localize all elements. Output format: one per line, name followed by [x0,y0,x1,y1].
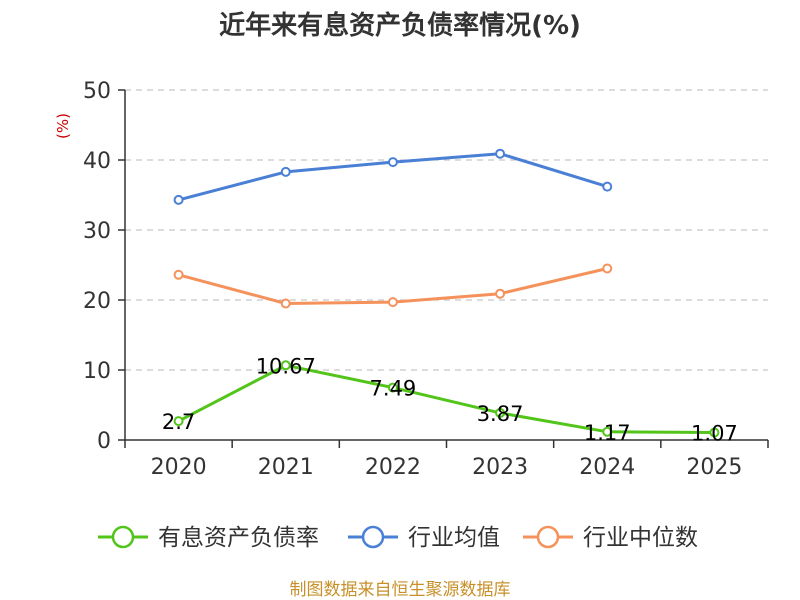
legend-marker-icon [536,525,560,549]
data-point[interactable] [495,148,506,159]
y-tick-label: 0 [97,429,111,454]
legend-item[interactable]: 有息资产负债率 [98,525,319,551]
data-label: 3.87 [477,402,524,426]
series-lines [173,148,720,438]
chart-title: 近年来有息资产负债率情况(%) [219,10,581,41]
data-point[interactable] [387,382,398,393]
x-tick-label: 2024 [579,455,635,480]
legend[interactable]: 有息资产负债率 行业均值 行业中位数 [98,525,698,551]
x-tick-label: 2021 [258,455,314,480]
data-point[interactable] [173,269,184,280]
data-labels: 2.7 10.67 7.49 3.87 1.17 1.07 [162,354,738,445]
x-tick-label: 2020 [151,455,207,480]
data-point[interactable] [602,181,613,192]
legend-item[interactable]: 行业中位数 [523,525,698,551]
y-tick-label: 30 [83,219,111,244]
legend-item[interactable]: 行业均值 [348,525,500,551]
legend-marker-icon [361,525,385,549]
data-point[interactable] [280,298,291,309]
data-point[interactable] [387,297,398,308]
gridlines [125,89,768,371]
data-label: 2.7 [162,410,195,434]
data-point[interactable] [602,426,613,437]
data-point[interactable] [387,157,398,168]
series-line [177,363,715,435]
y-axis-unit: (%) [54,113,72,139]
y-tick-label: 20 [83,289,111,314]
y-tick-label: 10 [83,359,111,384]
data-point[interactable] [173,416,184,427]
data-point[interactable] [173,194,184,205]
y-tick-label: 50 [83,79,111,104]
data-point[interactable] [495,288,506,299]
axes: 0 10 20 30 40 50 2020 2021 2022 2023 2024 2025 [83,79,769,480]
legend-label: 有息资产负债率 [158,525,319,551]
y-tick-label: 40 [83,149,111,174]
data-point[interactable] [280,360,291,371]
data-label: 1.17 [584,421,631,445]
x-tick-label: 2025 [686,455,742,480]
data-point[interactable] [495,407,506,418]
data-point[interactable] [280,166,291,177]
data-label: 1.07 [691,422,738,446]
legend-label: 行业均值 [408,525,500,551]
data-point[interactable] [709,427,720,438]
x-tick-label: 2023 [472,455,528,480]
x-tick-label: 2022 [365,455,421,480]
data-point[interactable] [602,263,613,274]
legend-label: 行业中位数 [583,525,698,551]
legend-marker-icon [111,525,135,549]
data-label: 7.49 [370,377,417,401]
source-note: 制图数据来自恒生聚源数据库 [290,580,511,600]
data-label: 10.67 [256,354,316,378]
